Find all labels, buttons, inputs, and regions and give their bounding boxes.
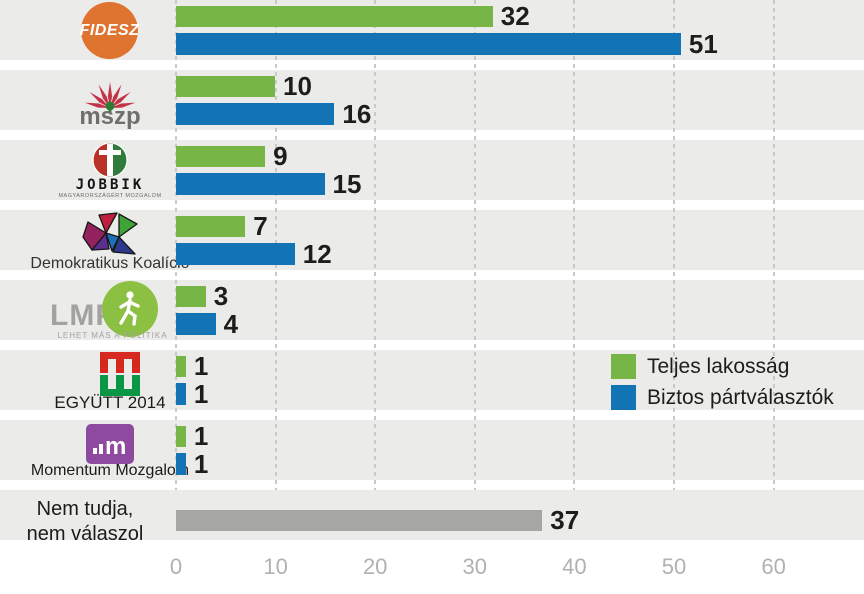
dk-caption: Demokratikus Koalíció [30, 255, 190, 272]
legend: Teljes lakosság Biztos pártválasztók [611, 354, 834, 416]
legend-item-0: Teljes lakosság [611, 354, 834, 379]
x-axis-tick-30: 30 [462, 554, 488, 579]
bar-dk-series1 [176, 243, 295, 265]
bar-jobbik-series1 [176, 173, 325, 195]
bar-value-fidesz-series1: 51 [688, 28, 718, 59]
dk-logo-icon [82, 212, 138, 255]
nemtudja-caption-line2: nem válaszol [26, 523, 144, 545]
momentum-caption: Momentum Mozgalom [30, 462, 190, 479]
row-band-momentum [0, 420, 864, 480]
x-axis-tick-0: 0 [169, 554, 183, 579]
momentum-logo-text: m [105, 433, 126, 457]
nemtudja-caption-line1: Nem tudja, [36, 498, 134, 520]
bar-momentum-series1 [176, 453, 186, 475]
x-axis-tick-20: 20 [362, 554, 388, 579]
bar-dk-series0 [176, 216, 246, 237]
bar-value-lmp-series1: 4 [223, 308, 239, 339]
bar-nemtudja-series2 [176, 510, 543, 531]
gridline-40 [573, 0, 576, 490]
bar-value-dk-series1: 12 [302, 238, 332, 269]
x-axis-tick-60: 60 [761, 554, 786, 579]
bar-lmp-series1 [176, 313, 216, 335]
lmp-circle-icon [102, 281, 158, 337]
bar-value-jobbik-series0: 9 [273, 141, 288, 171]
bar-value-nemtudja-series2: 37 [550, 505, 580, 535]
row-band-dk [0, 210, 864, 270]
egyutt-logo-icon [100, 352, 140, 396]
egyutt-caption: EGYÜTT 2014 [54, 393, 166, 412]
bar-value-mszp-series1: 16 [342, 98, 372, 129]
row-band-jobbik [0, 140, 864, 200]
bar-value-mszp-series0: 10 [283, 71, 312, 101]
fidesz-logo-text: FIDESZ [79, 21, 140, 39]
gridline-50 [673, 0, 675, 490]
bar-value-fidesz-series0: 32 [500, 1, 530, 31]
bar-jobbik-series0 [176, 146, 266, 167]
lmp-logo-subtext: LEHET MÁS A POLITIKA [57, 331, 168, 340]
x-axis-tick-40: 40 [562, 554, 587, 579]
mszp-carnation-icon [84, 82, 136, 112]
bar-value-jobbik-series1: 15 [332, 168, 362, 199]
jobbik-logo-subtext: MAGYARORSZÁGÉRT MOZGALOM [58, 193, 162, 199]
bar-lmp-series0 [176, 286, 206, 307]
bar-fidesz-series1 [176, 33, 681, 55]
legend-label-1: Biztos pártválasztók [647, 385, 834, 409]
bar-value-dk-series0: 7 [253, 211, 268, 241]
mszp-logo-text: mszp [79, 103, 141, 130]
legend-swatch-0 [611, 354, 636, 379]
momentum-logo-icon: m [86, 424, 134, 464]
jobbik-cross-icon [91, 141, 129, 179]
nemtudja-caption: Nem tudja, nem válaszol [5, 497, 165, 547]
row-band-egyutt [0, 350, 864, 410]
bar-value-egyutt-series1: 1 [193, 378, 209, 409]
x-axis-tick-10: 10 [263, 554, 288, 579]
bar-mszp-series1 [176, 103, 335, 125]
bar-value-lmp-series0: 3 [213, 281, 229, 311]
gridline-60 [772, 0, 775, 490]
jobbik-logo-text: JOBBIK [75, 177, 145, 193]
bar-value-momentum-series1: 1 [193, 448, 209, 479]
x-axis-tick-50: 50 [661, 554, 687, 579]
bar-value-momentum-series0: 1 [193, 421, 209, 451]
gridline-20 [374, 0, 377, 490]
walking-person-icon [119, 291, 140, 326]
bar-fidesz-series0 [176, 6, 493, 27]
bar-egyutt-series0 [176, 356, 186, 377]
legend-item-1: Biztos pártválasztók [611, 385, 834, 410]
bar-mszp-series0 [176, 76, 275, 97]
bar-momentum-series0 [176, 426, 186, 447]
bar-value-egyutt-series0: 1 [193, 351, 209, 381]
bar-egyutt-series1 [176, 383, 186, 405]
fidesz-logo: FIDESZ [79, 2, 140, 59]
row-band-mszp [0, 70, 864, 130]
legend-swatch-1 [611, 385, 636, 410]
legend-label-0: Teljes lakosság [647, 354, 790, 378]
gridline-30 [473, 0, 476, 490]
